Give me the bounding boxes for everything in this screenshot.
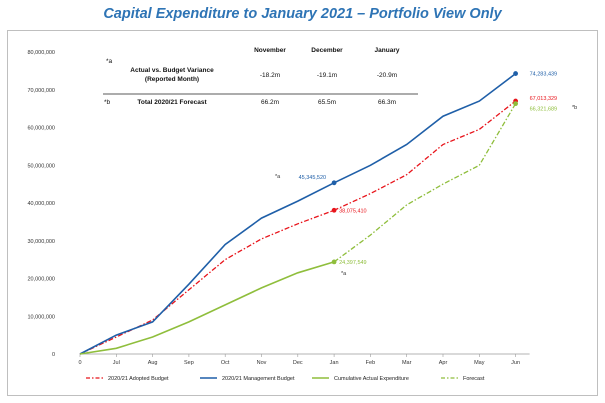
y-tick-label: 20,000,000 [27,277,55,283]
data-label: 66,321,689 [530,107,558,113]
data-point-marker [331,259,337,265]
x-tick-label: Jan [330,360,339,366]
x-tick-label: Aug [148,360,158,366]
x-tick-label: Sep [184,360,194,366]
y-tick-label: 10,000,000 [27,314,55,320]
table-cell: 66.2m [261,99,279,106]
table-row-label: Total 2020/21 Forecast [137,99,207,106]
page-title: Capital Expenditure to January 2021 – Po… [103,6,502,22]
y-axis: 0 10,000,000 20,000,000 30,000,000 40,000,00… [27,50,530,366]
x-tick-label: Jul [113,360,120,366]
table-cell: 66.3m [378,99,396,106]
table-cell: -18.2m [260,72,280,79]
y-tick-label: 60,000,000 [27,126,55,132]
x-tick-label: Nov [257,360,267,366]
table-row-marker: *a [106,58,113,65]
y-tick-label: 80,000,000 [27,50,55,56]
x-tick-label: 0 [78,360,81,366]
y-tick-label: 40,000,000 [27,201,55,207]
series-line-3 [333,103,517,263]
x-tick-label: Oct [221,360,230,366]
data-label: 24,397,549 [339,260,367,266]
series-line-1 [79,72,517,355]
note-marker: *b [572,105,577,111]
table-month-header: November [254,47,286,54]
table-row-label: Actual vs. Budget Variance [130,67,214,74]
data-label: 67,013,329 [530,96,558,102]
legend-label: 2020/21 Management Budget [222,376,295,382]
note-marker: *a [341,271,347,277]
table-cell: -19.1m [317,72,337,79]
series-line-2 [79,261,335,355]
y-tick-label: 70,000,000 [27,88,55,94]
table-month-header: December [311,47,343,54]
y-tick-label: 50,000,000 [27,163,55,169]
legend-label: Forecast [463,376,485,382]
data-point-marker [513,71,518,76]
y-tick-label: 30,000,000 [27,239,55,245]
legend-label: Cumulative Actual Expenditure [334,376,409,382]
variance-table: November December January *a Actual vs. Budg… [103,47,418,106]
data-label: 45,345,520 [299,175,327,181]
x-tick-label: Apr [439,360,448,366]
data-point-marker [331,180,337,186]
x-tick-label: Dec [293,360,303,366]
table-month-header: January [375,47,400,54]
data-labels: 45,345,520 38,075,410 24,397,549 74,283,439… [275,71,577,277]
data-point-marker [513,101,518,107]
note-marker: *a [275,174,281,180]
x-tick-label: Mar [402,360,412,366]
x-tick-label: Feb [366,360,375,366]
legend-label: 2020/21 Adopted Budget [108,376,169,382]
x-tick-label: Jun [511,360,520,366]
y-tick-label: 0 [52,352,55,358]
data-label: 74,283,439 [530,72,558,78]
legend: 2020/21 Adopted Budget 2020/21 Management… [86,376,485,382]
series-line-0 [79,100,517,355]
table-cell: -20.9m [377,72,397,79]
data-point-marker [331,207,337,213]
table-row-label: (Reported Month) [145,76,199,83]
series-lines [79,72,517,355]
x-tick-label: May [474,360,485,366]
table-row-marker: *b [104,99,111,106]
data-label: 38,075,410 [339,208,367,214]
chart-frame [7,30,598,396]
table-cell: 65.5m [318,99,336,106]
